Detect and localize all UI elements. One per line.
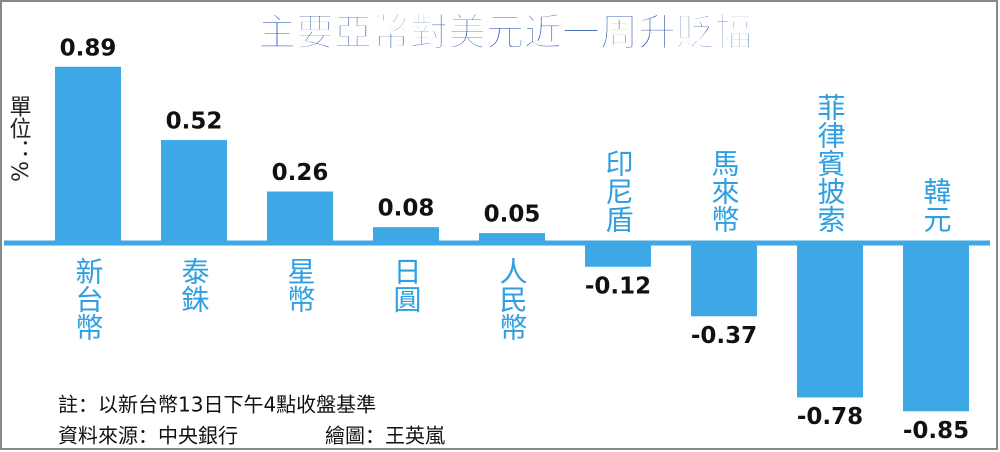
bar	[797, 243, 863, 398]
chart-title: 主要亞幣對美元近一周升貶幅	[258, 11, 752, 55]
category-label: 日圓	[390, 257, 423, 313]
value-label: -0.37	[691, 323, 757, 349]
source: 資料來源：中央銀行	[58, 424, 238, 448]
category-label: 韓元	[920, 177, 953, 233]
category-label: 印尼盾	[602, 149, 635, 233]
category-label: 菲律賓披索	[814, 93, 847, 233]
category-label: 人民幣	[496, 257, 529, 341]
note: 註：以新台幣13日下午4點收盤基準	[58, 393, 376, 417]
category-label: 新台幣	[72, 257, 105, 341]
bar	[903, 243, 969, 412]
credit: 繪圖：王英嵐	[325, 424, 445, 448]
category-label: 泰銖	[178, 257, 211, 313]
value-label: -0.12	[585, 273, 651, 299]
bar	[479, 233, 545, 243]
value-label: -0.85	[903, 418, 969, 444]
value-label: 0.52	[166, 109, 223, 135]
category-label: 星幣	[284, 257, 317, 313]
bar	[585, 243, 651, 267]
unit-label: 單位：%	[6, 95, 32, 182]
baseline	[4, 240, 990, 246]
bar	[267, 191, 333, 243]
bar	[161, 140, 227, 243]
value-label: -0.78	[797, 404, 863, 430]
value-label: 0.08	[378, 196, 435, 222]
bar	[55, 66, 121, 243]
value-label: 0.05	[484, 202, 541, 228]
value-label: 0.89	[60, 35, 117, 61]
bar	[373, 227, 439, 243]
category-label: 馬來幣	[708, 149, 741, 233]
bar	[691, 243, 757, 317]
value-label: 0.26	[272, 160, 329, 186]
